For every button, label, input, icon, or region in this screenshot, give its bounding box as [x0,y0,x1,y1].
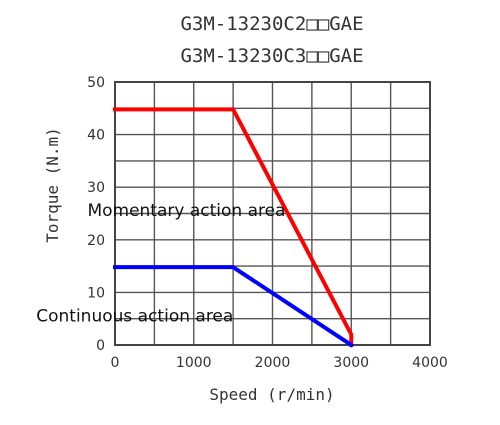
y-tick-label: 40 [87,128,105,144]
x-tick-label: 3000 [333,355,369,371]
x-tick-label: 0 [111,355,120,371]
y-tick-label: 0 [96,338,105,354]
grid [114,81,431,346]
x-tick-label: 4000 [412,355,448,371]
chart-title-line-1: G3M-13230C2□□GAE [180,13,363,35]
y-tick-label: 20 [87,233,105,249]
x-axis-label: Speed (r/min) [209,385,334,404]
plot-frame [114,81,431,346]
y-axis-label: Torque (N.m) [43,127,62,243]
tick-labels: 0 1000 2000 3000 4000 0 10 20 30 40 50 [87,75,448,371]
annotation-2: Continuous action area [36,306,233,326]
x-tick-label: 1000 [176,355,212,371]
series-line-2 [113,265,355,348]
annotations: Momentary action area Continuous action a… [36,201,285,326]
y-tick-label: 10 [87,285,105,301]
x-tick-label: 2000 [255,355,291,371]
y-tick-label: 50 [87,75,105,91]
chart-title-line-2: G3M-13230C3□□GAE [180,45,363,67]
series-line-1 [113,107,354,347]
series-group [113,107,355,348]
y-tick-label: 30 [87,180,105,196]
annotation-1: Momentary action area [87,201,285,221]
